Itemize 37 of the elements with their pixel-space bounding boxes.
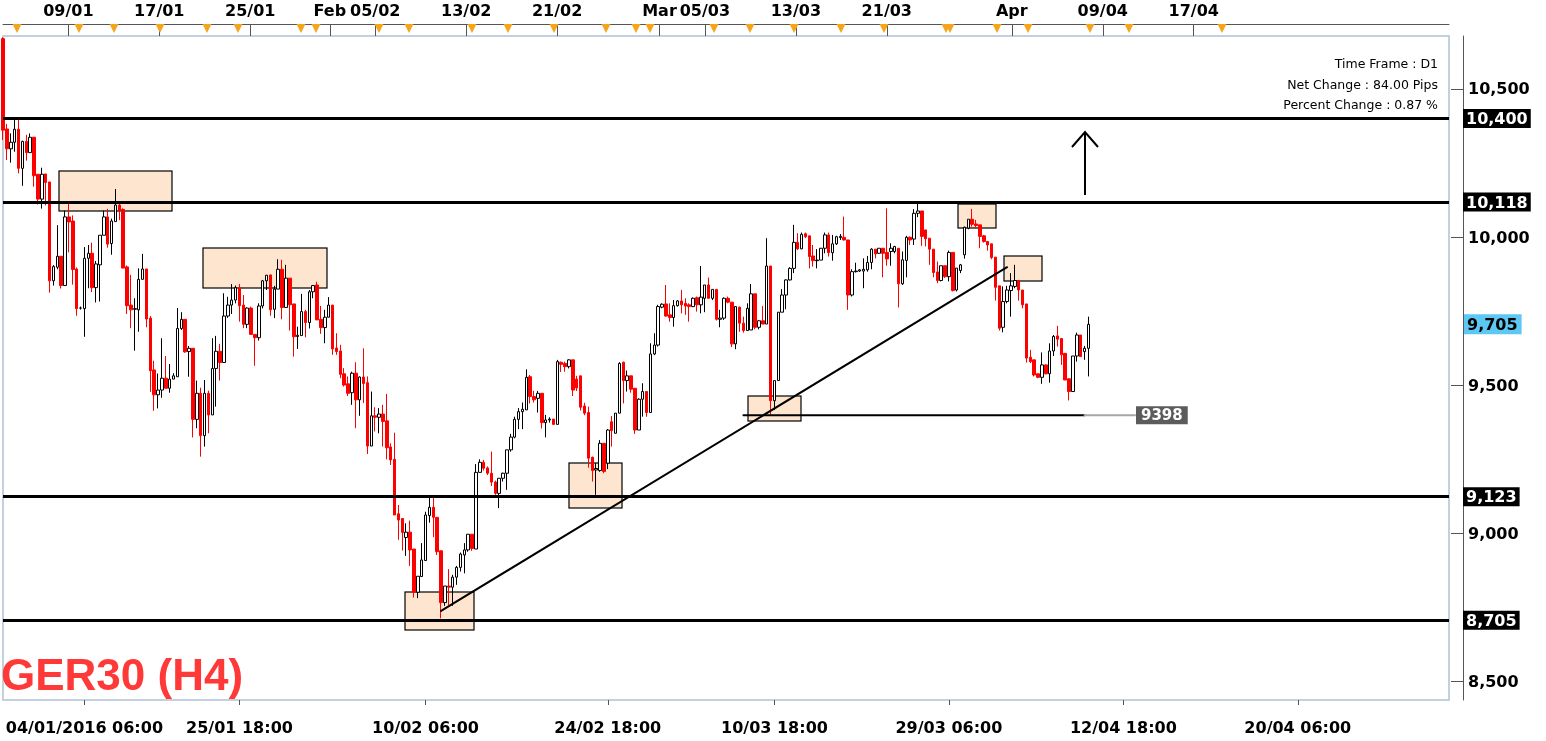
x2-tick-label: 17/04	[1168, 0, 1219, 20]
x2-tick-label: 13/02	[441, 0, 492, 20]
y-tick-label: 9,500	[1468, 375, 1519, 395]
x2-tick-label: 21/02	[531, 0, 583, 20]
y-tick-label: 8,500	[1468, 671, 1519, 691]
x2-tick-label: Mar	[642, 0, 677, 20]
x2-tick-label: 09/01	[43, 0, 94, 20]
ref-line-label: 10,118	[1466, 192, 1528, 212]
y-tick-label: 10,000	[1468, 227, 1530, 247]
x-tick-label: 10/03 18:00	[721, 717, 828, 737]
x-tick-label: 10/02 06:00	[372, 717, 479, 737]
x-tick-label: 29/03 06:00	[895, 717, 1003, 737]
annotation: Net Change : 84.00 Pips	[1287, 76, 1438, 92]
x2-tick-label: Feb	[313, 0, 347, 20]
ref-line-label: 9,123	[1466, 487, 1517, 507]
ref-line-label: 8,705	[1466, 610, 1517, 630]
x2-tick-label: 05/02	[350, 0, 401, 20]
y-tick-label: 10,500	[1468, 79, 1530, 99]
x2-tick-label: 17/01	[134, 0, 185, 20]
ref-line-label: 10,400	[1466, 109, 1528, 129]
annotation: Percent Change : 0.87 %	[1283, 97, 1439, 112]
x2-tick-label: 09/04	[1077, 0, 1128, 20]
x-tick-label: 24/02 18:00	[554, 717, 662, 737]
x2-tick-label: Apr	[995, 0, 1028, 20]
x-tick-label: 04/01/2016 06:00	[5, 717, 164, 737]
annotation: Time Frame : D1	[1333, 56, 1438, 71]
y-tick-label: 9,000	[1468, 523, 1519, 543]
x2-tick-label: 05/03	[679, 0, 731, 20]
x-tick-label: 20/04 06:00	[1244, 717, 1352, 737]
text: GER30 (H4)	[1, 649, 244, 699]
x-tick-label: 12/04 18:00	[1069, 717, 1177, 737]
x2-tick-label: 21/03	[861, 0, 912, 20]
text: 9,705	[1467, 314, 1518, 334]
data-label: 9398	[1140, 406, 1183, 425]
x2-tick-label: 25/01	[225, 0, 276, 20]
x2-tick-label: 13/03	[770, 0, 822, 20]
x-tick-label: 25/01 18:00	[186, 717, 293, 737]
